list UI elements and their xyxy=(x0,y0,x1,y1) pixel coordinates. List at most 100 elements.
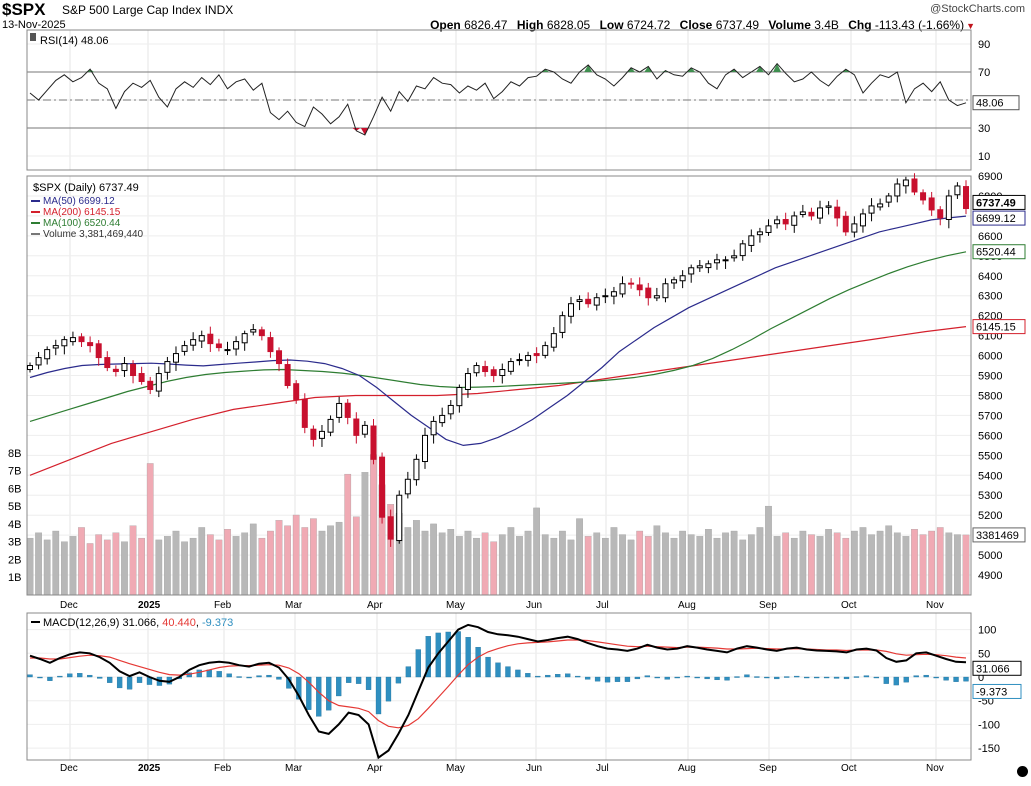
volume-bar xyxy=(730,530,738,596)
volume-bar xyxy=(490,541,498,596)
macd-hist-bar xyxy=(684,675,690,678)
macd-hist-bar xyxy=(804,676,810,679)
price-last-box xyxy=(972,319,1026,335)
volume-bar xyxy=(859,527,867,596)
price-month-label: 2025 xyxy=(138,600,161,611)
macd-hist-bar xyxy=(863,675,870,678)
macd-hist-bar xyxy=(883,676,889,684)
macd-hist-bar xyxy=(126,676,133,690)
candle-body xyxy=(748,235,755,246)
candle-body xyxy=(610,291,617,297)
macd-hist-bar xyxy=(355,676,362,684)
macd-hist-bar xyxy=(565,673,571,678)
security-name: S&P 500 Large Cap Index INDX xyxy=(62,3,233,17)
macd-month-label: 2025 xyxy=(138,763,161,774)
volume-bar xyxy=(464,530,472,596)
security-name-text: S&P 500 Large Cap Index xyxy=(62,3,202,17)
candle-body xyxy=(207,333,214,345)
macd-line xyxy=(29,623,967,760)
candle-body xyxy=(636,284,643,291)
price-tick-label: 5600 xyxy=(978,430,1002,442)
macd-hist-bar xyxy=(306,676,312,710)
price-month-label: Apr xyxy=(367,600,383,611)
volume-bar xyxy=(576,518,583,596)
macd-hist-bar xyxy=(226,673,232,678)
price-tick-label: 6000 xyxy=(978,351,1002,363)
macd-hist-bar xyxy=(236,676,242,678)
candle-body xyxy=(851,223,858,233)
macd-hist-bar xyxy=(833,676,840,679)
candle-body xyxy=(172,353,179,363)
volume-bar xyxy=(825,529,832,596)
close-label: Close xyxy=(679,18,713,32)
candle-body xyxy=(954,185,961,196)
price-last-box xyxy=(972,244,1026,260)
candle-body xyxy=(215,343,222,349)
candle-body xyxy=(825,205,832,208)
candle-body xyxy=(181,345,188,352)
candle-body xyxy=(679,275,686,282)
candle-body xyxy=(482,366,489,373)
volume-tick-label: 6B xyxy=(8,483,21,495)
candle-body xyxy=(318,430,325,439)
candle-body xyxy=(276,350,283,365)
volume-bar xyxy=(687,534,695,596)
macd-hist-bar xyxy=(97,676,103,679)
macd-hist-bar xyxy=(525,673,531,678)
volume-bar xyxy=(584,536,592,596)
volume-bar xyxy=(541,534,549,596)
high-value: 6828.05 xyxy=(546,18,591,32)
macd-hist-bar xyxy=(365,676,372,690)
macd-hist-bar xyxy=(545,674,551,678)
volume-bar xyxy=(876,530,884,596)
brand-label[interactable]: @StockCharts.com xyxy=(930,3,1025,15)
macd-hist-bar xyxy=(336,676,342,697)
macd-hist-bar xyxy=(813,676,820,679)
volume-tick-label: 4B xyxy=(8,519,21,531)
candle-body xyxy=(370,425,377,460)
candle-body xyxy=(902,179,909,187)
macd-hist-bar xyxy=(345,676,352,683)
candle-body xyxy=(78,336,85,343)
macd-hist-bar xyxy=(634,676,641,680)
volume-bar xyxy=(112,532,120,596)
ma100-line xyxy=(29,251,967,422)
settings-dot-icon[interactable] xyxy=(1017,766,1028,777)
macd-hist-bar xyxy=(465,637,471,678)
candle-body xyxy=(576,299,583,303)
volume-bar xyxy=(722,532,729,596)
macd-legend-signal: 40.440 xyxy=(162,617,196,629)
candle-body xyxy=(284,364,291,386)
volume-bar xyxy=(224,529,231,596)
volume-bar xyxy=(361,472,369,596)
rsi-last-label: 48.06 xyxy=(976,98,1004,110)
volume-bar xyxy=(310,518,317,596)
price-tick-label: 6900 xyxy=(978,171,1002,183)
price-tick-label: 5800 xyxy=(978,390,1002,402)
volume-bar xyxy=(911,529,918,596)
macd-hist-bar xyxy=(256,675,262,678)
volume-value: 3.4B xyxy=(814,18,839,32)
macd-hist-bar xyxy=(246,676,252,679)
candle-body xyxy=(353,418,360,436)
volume-bar xyxy=(954,534,961,596)
macd-hist-bar xyxy=(604,676,611,683)
candle-body xyxy=(765,225,772,233)
candle-body xyxy=(387,516,394,540)
volume-bar xyxy=(473,537,480,596)
macd-hist-bar xyxy=(266,674,272,678)
macd-hist-bar xyxy=(953,676,959,682)
volume-bar xyxy=(352,516,360,596)
candle-body xyxy=(713,259,720,264)
price-panel-frame xyxy=(26,175,972,596)
macd-hist-bar xyxy=(893,676,899,686)
volume-bar xyxy=(421,530,429,596)
volume-bar xyxy=(232,536,240,596)
macd-legend-hist: -9.373 xyxy=(202,617,233,629)
macd-hist-bar xyxy=(744,674,750,678)
price-last-label: 3381469 xyxy=(976,530,1019,542)
price-month-label: Jul xyxy=(596,600,609,611)
volume-bar xyxy=(790,537,798,596)
candle-body xyxy=(69,337,76,343)
